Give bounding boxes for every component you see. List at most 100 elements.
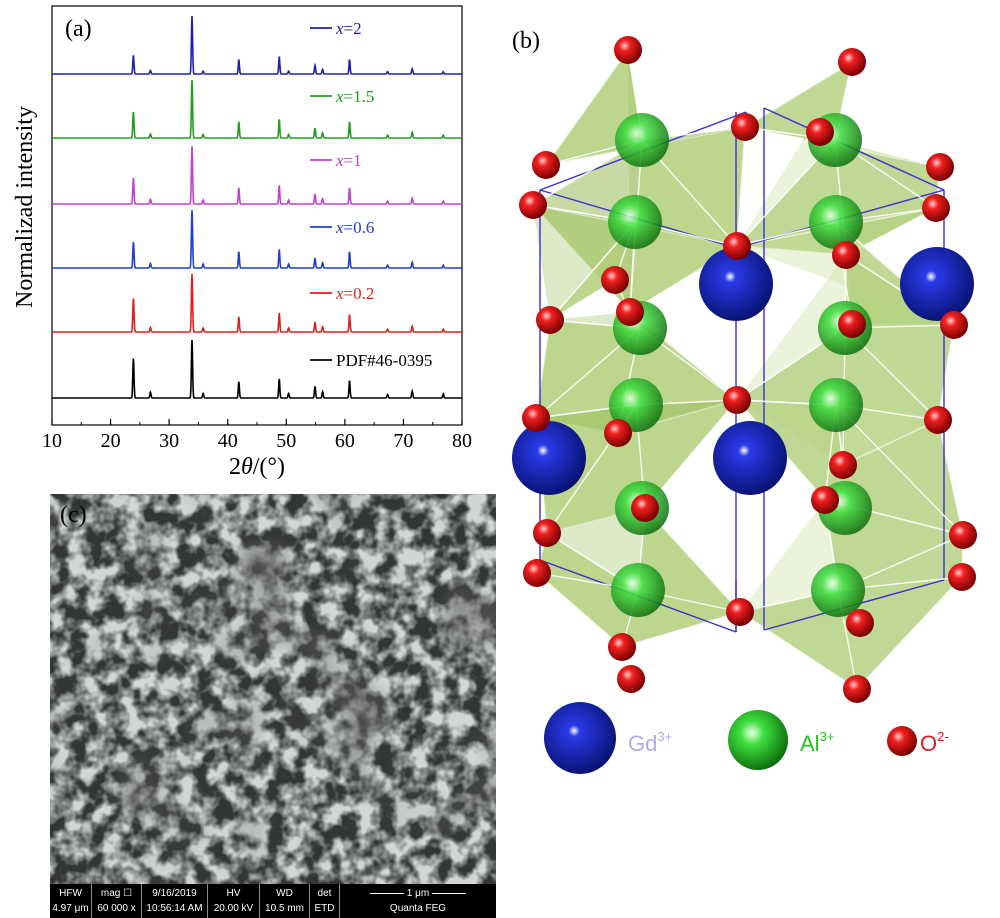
legend-label: x=1.5 xyxy=(335,87,374,106)
xrd-chart-panel: 10 20 30 40 50 60 70 80 x=2 x=1.5 x=1 x=0.6 x=0.2 PD… xyxy=(0,0,500,490)
x-axis-label-theta: θ xyxy=(241,454,253,480)
legend-label-variable: x xyxy=(335,284,344,303)
al-ion-charge: 3+ xyxy=(820,729,835,744)
databar-hv-header: HV xyxy=(226,888,241,899)
al-ion-sphere xyxy=(611,563,665,617)
al-ion-sphere xyxy=(609,378,663,432)
panel-a-label: (a) xyxy=(65,16,92,42)
gd-ion-legend-label: Gd3+ xyxy=(628,729,672,756)
y-axis-label: Normalizad intensity xyxy=(12,106,38,308)
o-ion-charge: 2- xyxy=(937,729,949,744)
x-tick-label: 50 xyxy=(276,430,296,452)
databar-scale: 1 μm Quanta FEG xyxy=(340,884,496,918)
databar-mag: mag ☐ 60 000 x xyxy=(92,884,142,918)
o-ion-sphere xyxy=(806,118,834,146)
o-ion-sphere xyxy=(731,113,759,141)
xrd-series-line xyxy=(52,79,462,139)
x-axis-label-prefix: 2 xyxy=(229,454,241,480)
databar-wd: WD 10.5 mm xyxy=(260,884,310,918)
o-ion-sphere xyxy=(846,609,874,637)
al-ion-legend-sphere xyxy=(728,710,788,770)
xrd-series-line xyxy=(52,339,462,399)
sem-micrograph-image: (c) xyxy=(50,494,496,884)
panel-b-label: (b) xyxy=(512,28,540,54)
x-tick-label: 40 xyxy=(218,430,238,452)
al-ion-sphere xyxy=(809,195,863,249)
crystal-structure-panel: (b) Gd3+ Al3+ O2- xyxy=(500,0,1000,800)
o-ion-sphere xyxy=(723,232,751,260)
xrd-series-line xyxy=(52,209,462,269)
x-tick-label: 30 xyxy=(159,430,179,452)
o-ion-sphere xyxy=(832,241,860,269)
octahedron-face xyxy=(536,320,640,418)
o-ion-sphere xyxy=(532,151,560,179)
o-ion-sphere xyxy=(523,559,551,587)
al-ion-legend-label: Al3+ xyxy=(800,729,834,756)
octahedron-face xyxy=(537,533,638,590)
o-ion-sphere xyxy=(601,266,629,294)
sem-micrograph-panel: (c) HFW 4.97 μm mag ☐ 60 000 x 9/16/2019 10… xyxy=(50,494,496,918)
x-tick-label: 10 xyxy=(42,430,62,452)
legend-label-variable: x xyxy=(335,87,344,106)
x-tick-label: 20 xyxy=(101,430,121,452)
databar-hfw-value: 4.97 μm xyxy=(52,903,89,914)
x-tick-label: 80 xyxy=(452,430,472,452)
octahedron-face xyxy=(737,62,852,246)
x-axis-ticks: 10 20 30 40 50 60 70 80 xyxy=(42,419,472,452)
sem-texture xyxy=(50,494,496,884)
o-ion-sphere xyxy=(631,494,659,522)
legend-label: x=1 xyxy=(335,151,362,170)
xrd-series-line xyxy=(52,145,462,205)
o-ion-sphere xyxy=(811,486,839,514)
scale-bar: 1 μm xyxy=(340,886,496,901)
databar-hfw-header: HFW xyxy=(59,888,82,899)
al-ion-sphere xyxy=(615,113,669,167)
octahedron-face xyxy=(533,140,737,246)
databar-mag-value: 60 000 x xyxy=(97,903,136,914)
legend-label-value: =1.5 xyxy=(344,87,375,106)
databar-det-header: det xyxy=(317,888,332,899)
legend-label: x=0.6 xyxy=(335,218,374,237)
databar-mag-header: mag ☐ xyxy=(100,888,133,899)
databar-date-value: 10:56:14 AM xyxy=(146,903,203,914)
legend-label-value: =0.2 xyxy=(344,284,375,303)
o-ion-sphere xyxy=(926,153,954,181)
databar-hv-value: 20.00 kV xyxy=(213,903,254,914)
gd-ion-legend-sphere xyxy=(544,702,616,774)
o-ion-sphere xyxy=(922,194,950,222)
o-ion-symbol: O xyxy=(920,731,937,756)
databar-date-header: 9/16/2019 xyxy=(152,888,197,899)
xrd-series-line xyxy=(52,15,462,75)
xrd-chart: 10 20 30 40 50 60 70 80 x=2x=1.5x=1x=0.6x=0.2PD… xyxy=(12,5,472,480)
o-ion-sphere xyxy=(829,451,857,479)
al-ion-symbol: Al xyxy=(800,731,820,756)
o-ion-sphere xyxy=(843,675,871,703)
al-ion-sphere xyxy=(811,563,865,617)
o-ion-legend-label: O2- xyxy=(920,729,949,756)
octahedron-face xyxy=(636,400,737,508)
x-tick-label: 60 xyxy=(335,430,355,452)
gd-ion-sphere xyxy=(512,421,586,495)
x-tick-label: 70 xyxy=(393,430,413,452)
crystal-structure-figure: (b) Gd3+ Al3+ O2- xyxy=(512,28,977,774)
ion-legend: Gd3+ Al3+ O2- xyxy=(544,702,949,774)
xrd-series-line xyxy=(52,273,462,333)
legend-label-variable: x xyxy=(335,19,344,38)
legend-label: PDF#46-0395 xyxy=(336,351,432,370)
o-ion-legend-sphere xyxy=(887,726,917,756)
o-ion-sphere xyxy=(924,406,952,434)
al-o-bond xyxy=(835,404,964,536)
gd-ion-sphere xyxy=(699,247,773,321)
o-ion-sphere xyxy=(726,598,754,626)
legend-label-value: =2 xyxy=(344,19,362,38)
gd-ion-symbol: Gd xyxy=(628,731,657,756)
scale-bar-line-right xyxy=(432,892,466,894)
octahedron-face xyxy=(836,405,938,465)
databar-wd-value: 10.5 mm xyxy=(265,903,304,914)
octahedron-face xyxy=(533,205,635,320)
o-ion-sphere xyxy=(838,310,866,338)
databar-det: det ETD xyxy=(310,884,340,918)
x-axis-label: 2θ/(°) xyxy=(229,454,285,480)
